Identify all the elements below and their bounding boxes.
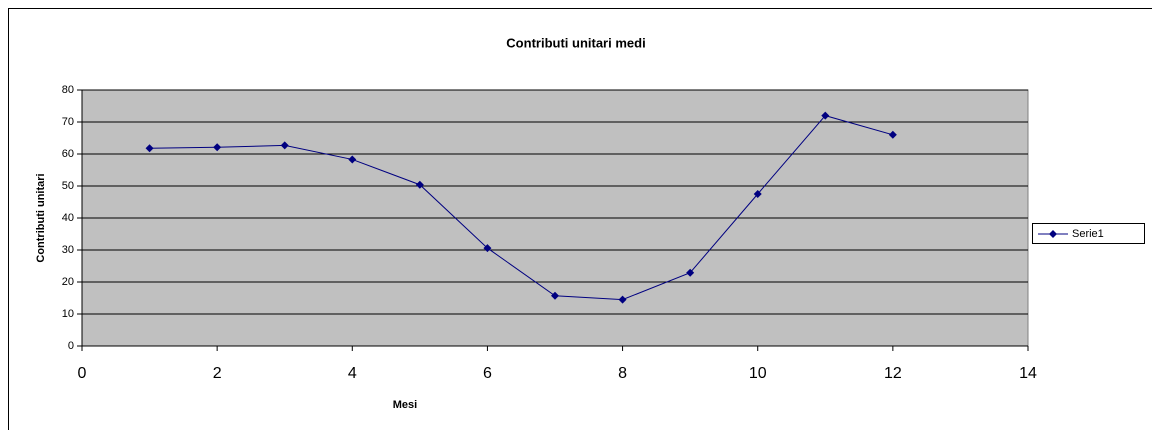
x-axis-label: Mesi — [393, 399, 417, 411]
data-point — [483, 244, 492, 253]
data-point — [888, 130, 897, 139]
data-point — [753, 190, 762, 198]
chart-title: Contributi unitari medi — [506, 35, 645, 50]
legend-label: Serie1 — [1072, 228, 1104, 240]
y-tick-label: 60 — [62, 148, 74, 160]
legend-marker — [1049, 230, 1057, 238]
data-point — [551, 291, 559, 300]
data-point — [280, 141, 289, 150]
y-tick-label: 30 — [62, 244, 74, 256]
y-tick-label: 40 — [62, 212, 74, 224]
y-tick-label: 70 — [62, 116, 74, 128]
data-point — [145, 144, 154, 153]
data-point — [686, 268, 695, 277]
y-tick-label: 20 — [62, 276, 74, 288]
data-point — [618, 295, 627, 304]
y-tick-label: 10 — [62, 308, 74, 320]
data-point — [821, 111, 830, 120]
x-tick-label: 14 — [1019, 365, 1037, 382]
x-tick-label: 4 — [348, 365, 357, 382]
y-tick-label: 80 — [62, 84, 74, 96]
x-tick-label: 2 — [213, 365, 222, 382]
data-point — [213, 143, 222, 152]
x-tick-label: 0 — [78, 365, 87, 382]
x-tick-label: 6 — [483, 365, 492, 382]
x-tick-label: 12 — [884, 365, 902, 382]
y-tick-label: 0 — [68, 340, 74, 352]
x-tick-label: 10 — [749, 365, 767, 382]
x-tick-label: 8 — [618, 365, 627, 382]
series-line — [149, 115, 893, 301]
y-tick-label: 50 — [62, 180, 74, 192]
legend-box — [1032, 223, 1145, 244]
data-point — [415, 180, 424, 189]
data-point — [348, 155, 357, 164]
y-axis-label: Contributi unitari — [35, 173, 47, 262]
